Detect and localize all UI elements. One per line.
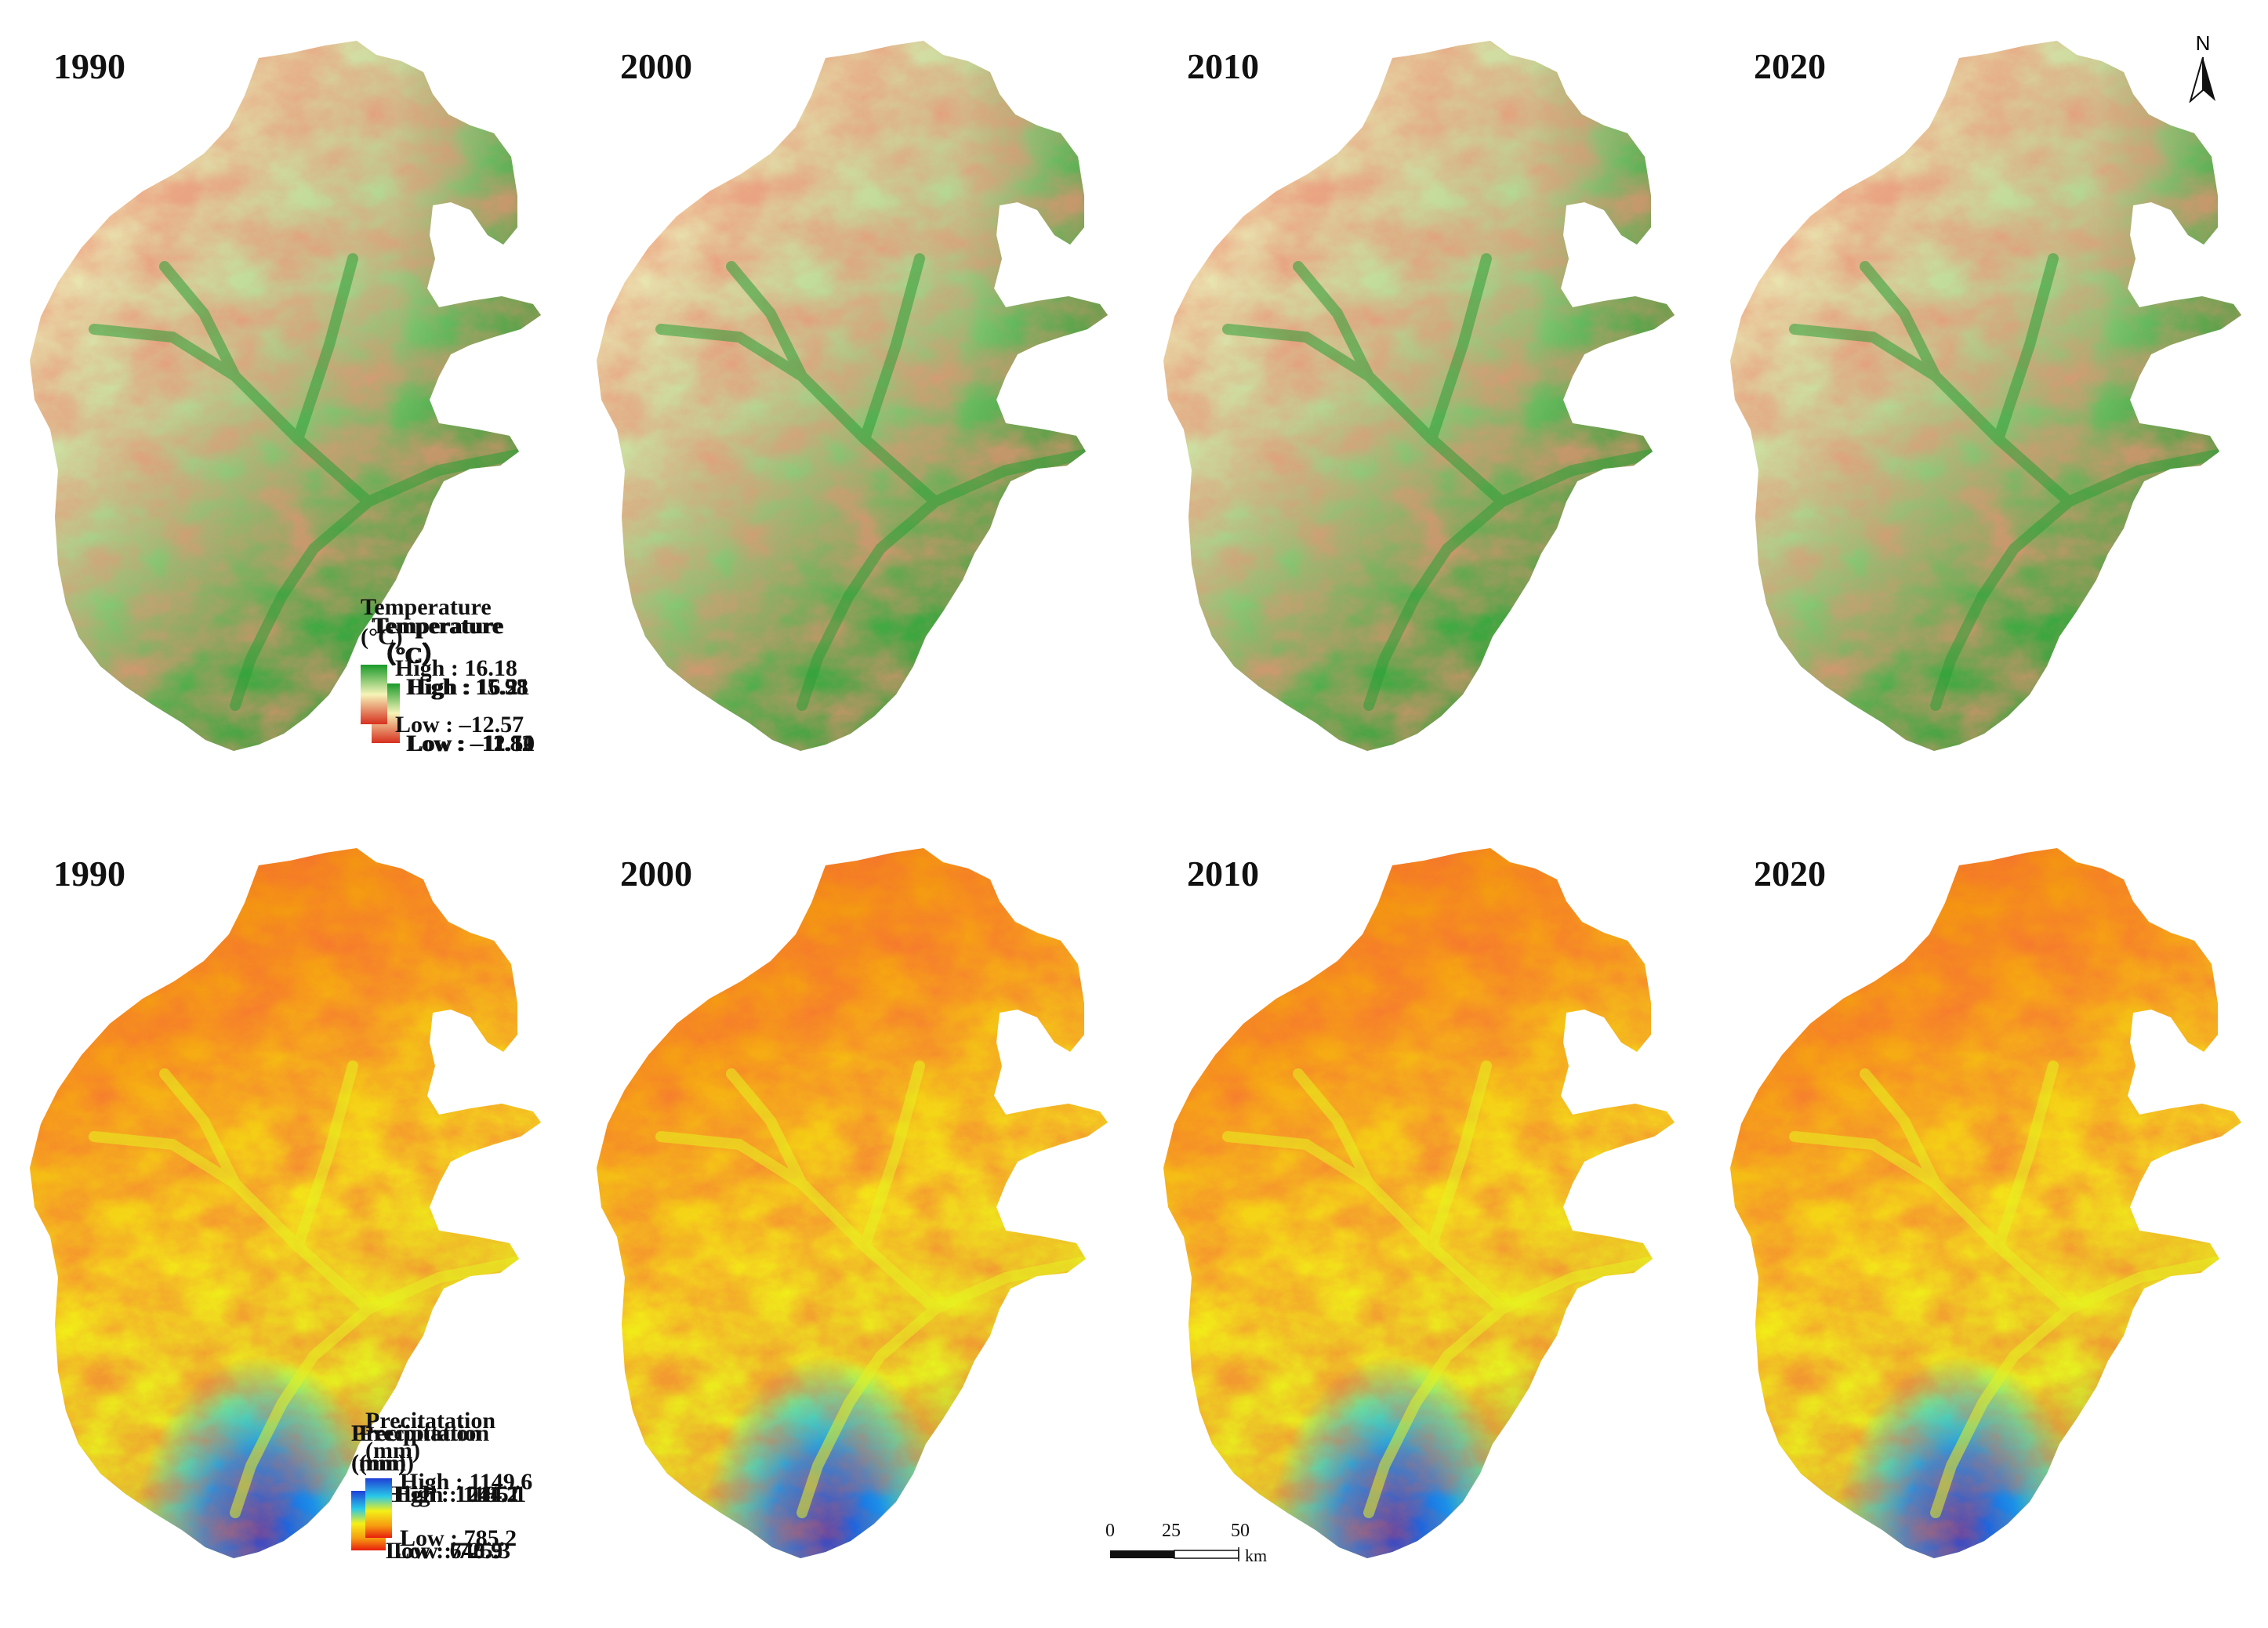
legend-unit: （°C） xyxy=(372,643,445,669)
legend-unit: (mm) xyxy=(351,1450,406,1476)
map-panel-precipitation-2000: 2000 Precipitation (mm) High : 1011.2 Lo… xyxy=(351,807,1134,1615)
map-panel-temperature-2000: 2000 Temperature （°C） High : 15.58 Low :… xyxy=(372,0,1134,807)
legend-low-value: Low : 748.5 xyxy=(386,1538,503,1564)
legend-high-value: High : 16.21 xyxy=(408,674,530,700)
map-raster xyxy=(597,41,1108,751)
legend-low-value: Low : 725.3 xyxy=(394,1538,511,1564)
legend: Precitatation (mm) High : 1149.6 Low : 7… xyxy=(365,1406,532,1551)
legend-low-value: Low : –12.57 xyxy=(395,712,524,738)
year-label: 2010 xyxy=(1187,46,1259,86)
legend-high-value: High : 1149.6 xyxy=(400,1469,533,1495)
scale-tick-50: 50 xyxy=(1231,1521,1250,1541)
legend-title: Temperature xyxy=(372,613,503,639)
legend-high-value: High : 15.58 xyxy=(406,674,528,700)
legend-unit: (mm) xyxy=(351,1450,406,1476)
year-label: 2000 xyxy=(620,46,692,86)
legend-high-value: High : 1185.1 xyxy=(394,1481,527,1507)
legend-unit: (mm) xyxy=(359,1450,414,1476)
map-panel-precipitation-1990: 1990 Precipitation (mm) High : 1244.1 Lo… xyxy=(0,807,567,1615)
legend-title: Precipitation xyxy=(359,1420,490,1446)
map-raster xyxy=(1163,41,1675,751)
region-map xyxy=(1163,848,1675,1558)
region-map xyxy=(597,848,1108,1558)
legend-unit: (mm) xyxy=(365,1438,420,1463)
legend-unit: （°C） xyxy=(372,643,445,669)
north-arrow-icon xyxy=(2189,56,2215,103)
legend-high-value: High : 1244.1 xyxy=(386,1481,520,1507)
legend-low-value: Low : –11.82 xyxy=(406,731,534,756)
legend: Precipitation (mm) High : 1185.1 Low : 7… xyxy=(359,1419,526,1564)
north-label: N xyxy=(2195,31,2211,55)
region-map xyxy=(1730,848,2241,1558)
year-label: 2010 xyxy=(1187,854,1259,894)
legend-low-value: Low : –11.51 xyxy=(408,731,535,756)
legend-title: Temperature xyxy=(361,594,492,620)
legend-title: Precipitation xyxy=(351,1420,482,1446)
map-raster xyxy=(1730,41,2241,751)
region-map xyxy=(1730,41,2241,751)
legend-title: Temperature xyxy=(372,613,503,639)
map-panel-precipitation-2010: 2010 Precipitation (mm) High : 1185.1 Lo… xyxy=(359,807,1700,1615)
legend-unit: （°C） xyxy=(373,643,447,669)
scale-bar-graphic xyxy=(1110,1547,1239,1561)
legend-low-value: Low : 640.9 xyxy=(386,1538,503,1564)
legend-low-value: Low : 785.2 xyxy=(400,1525,517,1551)
year-label: 2020 xyxy=(1754,854,1826,894)
year-label: 2020 xyxy=(1754,46,1826,86)
scale-bar: 0 25 50 km xyxy=(1105,1521,1278,1583)
year-label: 1990 xyxy=(53,46,125,86)
scale-unit: km xyxy=(1245,1546,1268,1565)
legend-color-ramp xyxy=(361,665,387,724)
north-arrow: N xyxy=(2187,31,2219,107)
region-map xyxy=(30,41,541,751)
legend-title: Precipitation xyxy=(351,1420,482,1446)
legend-title: Temperature xyxy=(373,613,504,639)
legend-high-value: High : 1011.2 xyxy=(386,1481,519,1507)
region-map xyxy=(1163,41,1675,751)
region-map xyxy=(597,41,1108,751)
legend-unit: (°C) xyxy=(361,624,403,650)
legend: Temperature (°C) High : 16.18 Low : –12.… xyxy=(361,593,524,738)
year-label: 2000 xyxy=(620,854,692,894)
map-raster xyxy=(1163,848,1675,1558)
legend-color-ramp xyxy=(365,1478,392,1538)
legend-high-value: High : 16.18 xyxy=(395,655,517,681)
legend-high-value: High : 15.93 xyxy=(406,674,528,700)
map-panel-temperature-2010: 2010 Temperature （°C） High : 16.21 Low :… xyxy=(373,0,1700,807)
scale-tick-25: 25 xyxy=(1162,1521,1181,1541)
year-label: 1990 xyxy=(53,854,125,894)
map-panel-temperature-1990: 1990 Temperature （°C） High : 15.93 Low :… xyxy=(0,0,567,807)
map-raster xyxy=(597,848,1108,1558)
legend-title: Precitatation xyxy=(365,1408,496,1434)
legend-low-value: Low : –12.10 xyxy=(406,731,535,756)
region-map xyxy=(30,848,541,1558)
map-panel-precipitation-2020: 2020 Precitatation (mm) High : 1149.6 Lo… xyxy=(365,807,2267,1615)
map-panel-temperature-2020: 2020 Temperature (°C) High : 16.18 Low :… xyxy=(361,0,2267,807)
map-raster xyxy=(1730,848,2241,1558)
legend: Temperature （°C） High : 16.21 Low : –11.… xyxy=(373,611,535,756)
scale-tick-0: 0 xyxy=(1105,1521,1115,1541)
